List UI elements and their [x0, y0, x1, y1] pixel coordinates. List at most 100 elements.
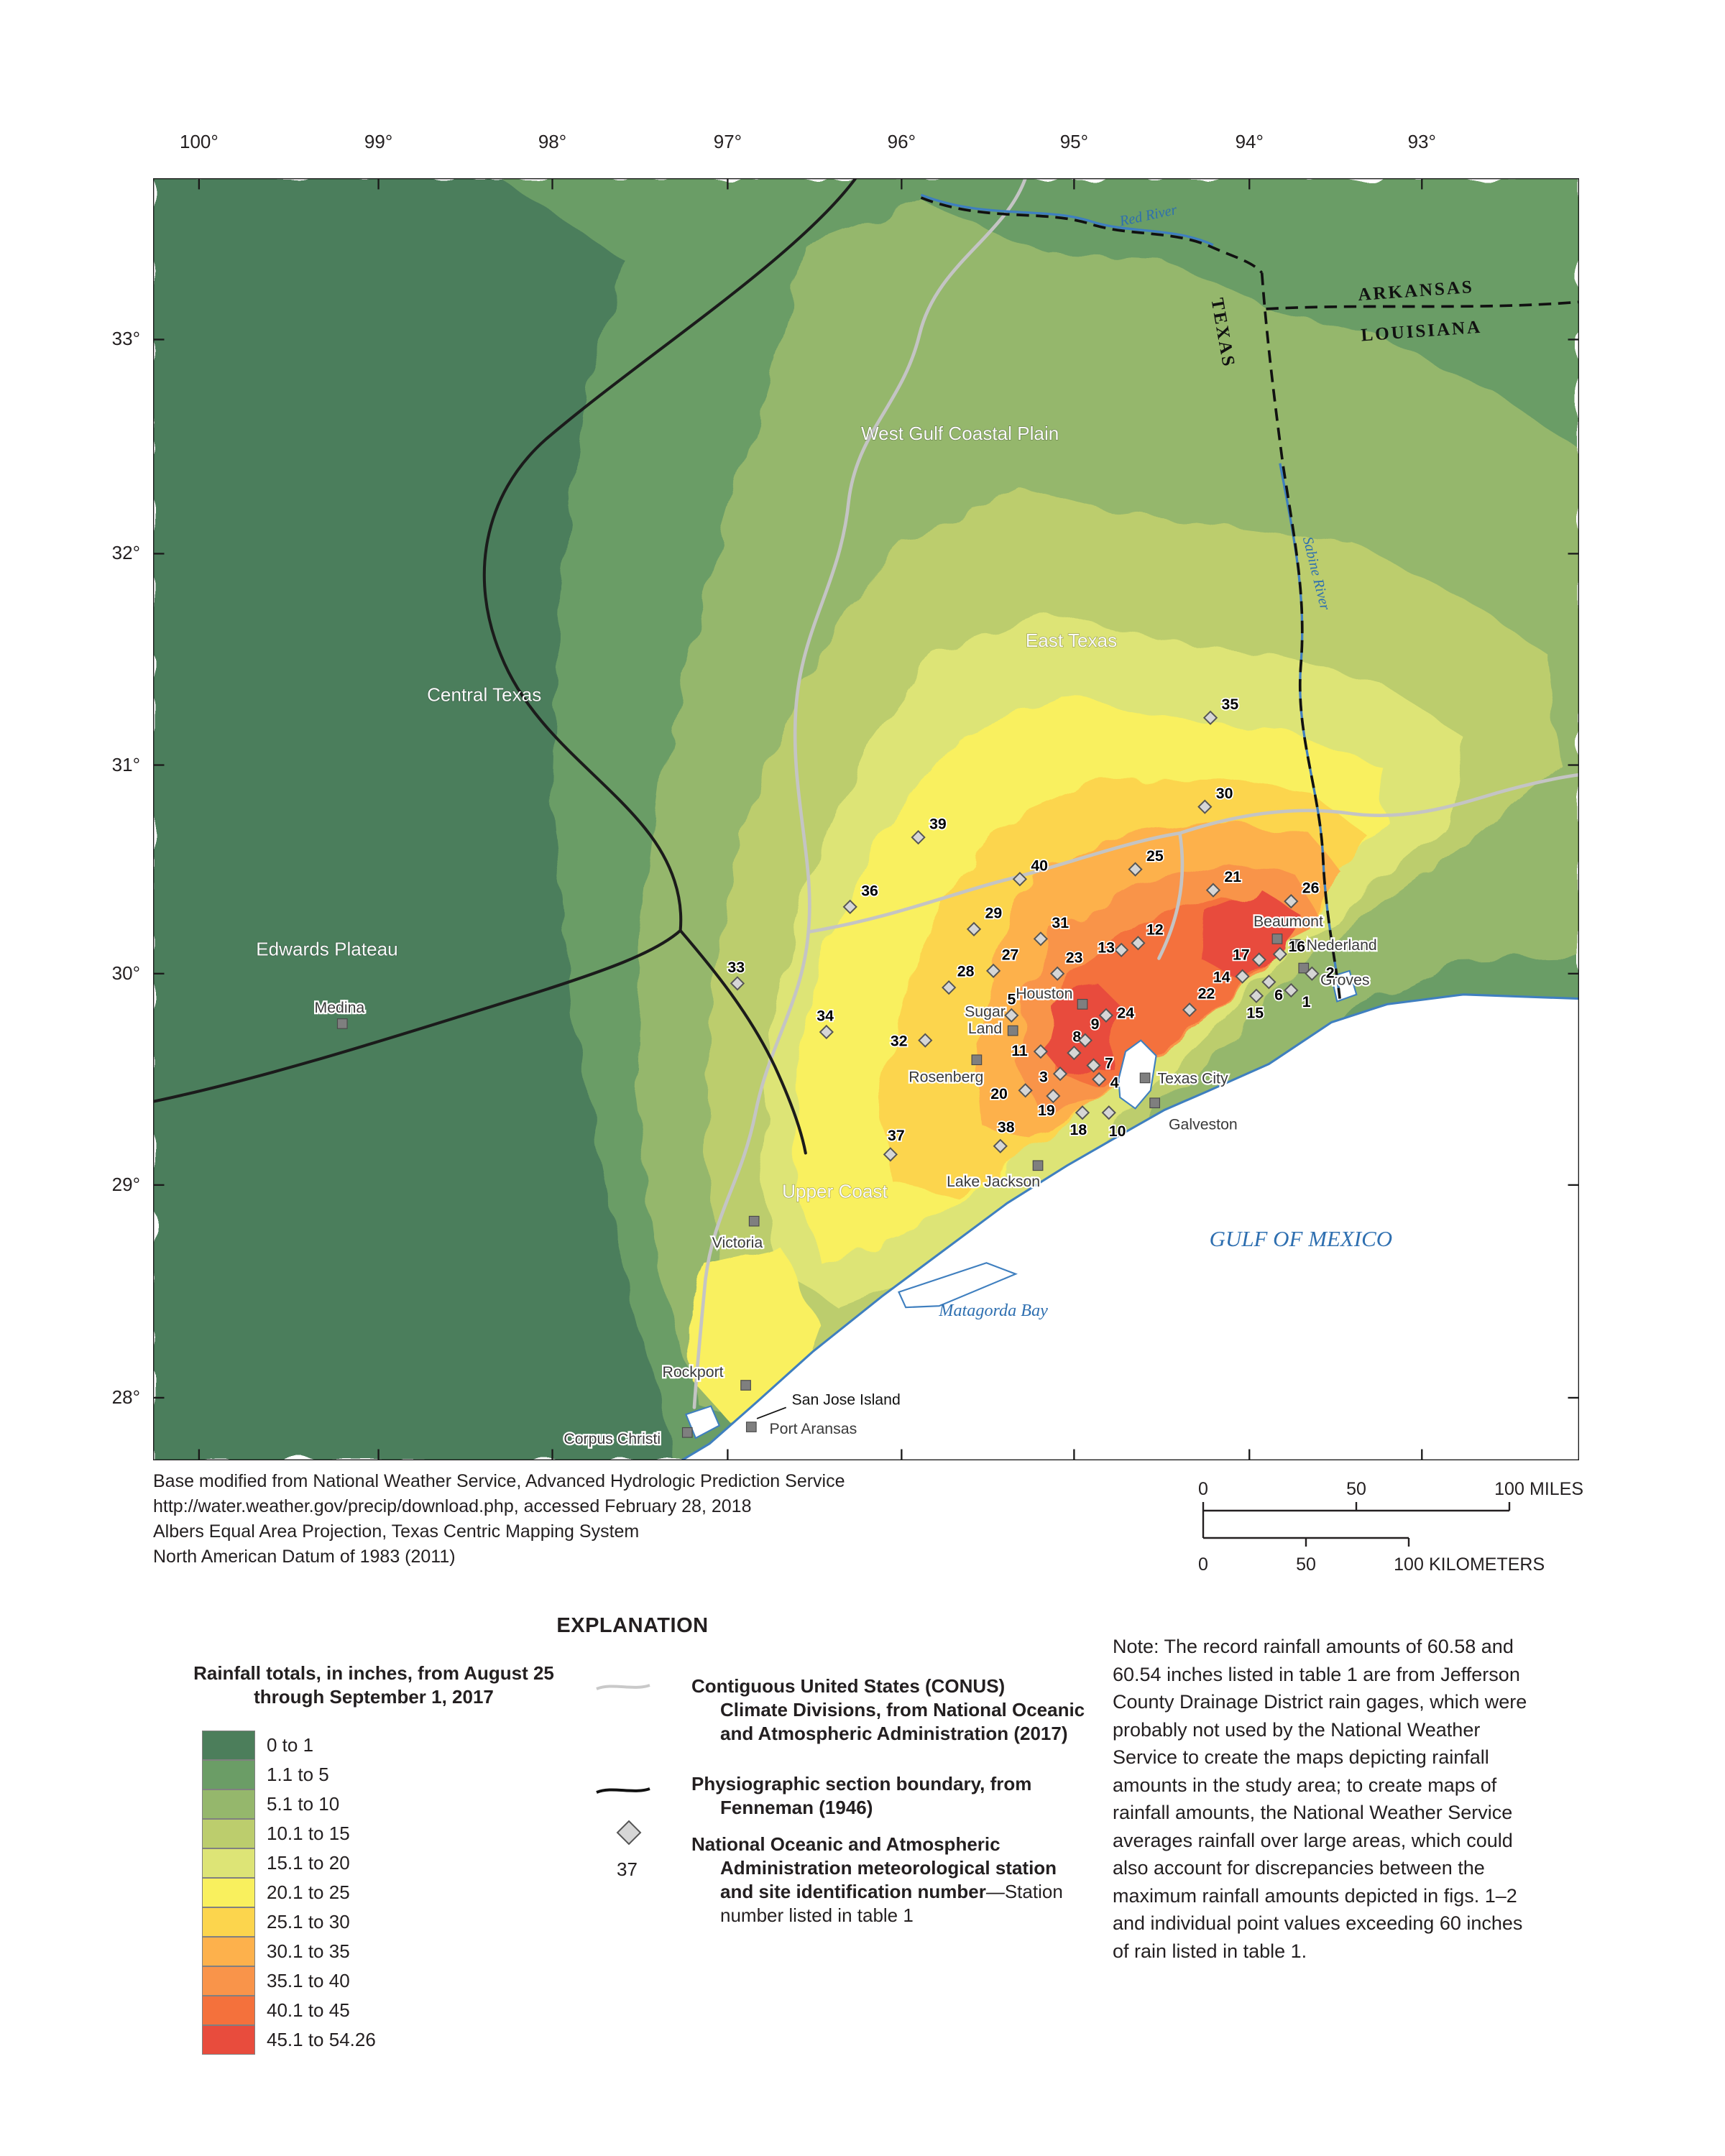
- scale-miles-0: 0: [1198, 1479, 1208, 1499]
- legend-swatch: [202, 1995, 255, 2025]
- galveston-bay: [1118, 1039, 1157, 1110]
- conus-line3: and Atmospheric Administration (2017): [720, 1723, 1068, 1744]
- region-label: East Texas: [1026, 630, 1117, 651]
- station-number: 35: [1222, 696, 1239, 713]
- legend-label: 15.1 to 20: [267, 1852, 350, 1874]
- station-diamond-icon: [1086, 1058, 1101, 1073]
- city-victoria: Victoria: [710, 1215, 765, 1253]
- station-number: 12: [1146, 921, 1164, 939]
- city-rockport: Rockport: [661, 1362, 751, 1391]
- city-square: [1007, 1025, 1018, 1036]
- region-label: Central Texas: [427, 684, 541, 706]
- station-diamond-icon: [883, 1147, 898, 1162]
- station-28: 28: [942, 962, 975, 995]
- station-9: 9: [1077, 1014, 1100, 1048]
- city-label: Nederland: [1307, 936, 1377, 954]
- station-number: 1: [1302, 993, 1311, 1010]
- station-number: 3: [1039, 1069, 1048, 1086]
- city-label: Sugar Land: [965, 1003, 1006, 1037]
- latitude-label: 32°: [111, 542, 140, 564]
- water-body-label: GULF OF MEXICO: [1210, 1226, 1393, 1251]
- legend-item: 30.1 to 35: [202, 1936, 376, 1966]
- station-diamond-icon: [1046, 1088, 1061, 1104]
- station-diamond-icon: [1248, 988, 1264, 1003]
- station-14: 14: [1212, 967, 1250, 987]
- station-diamond-icon: [1202, 710, 1218, 725]
- legend-item: 0 to 1: [202, 1730, 376, 1760]
- station-4: 4: [1092, 1072, 1120, 1092]
- physio-line1: Physiographic section boundary, from: [691, 1773, 1032, 1795]
- legend-item: 45.1 to 54.26: [202, 2024, 376, 2055]
- station-diamond-icon: [1098, 1008, 1114, 1023]
- scale-miles-unit: MILES: [1530, 1479, 1583, 1499]
- city-galveston: Galveston: [1149, 1097, 1239, 1135]
- physio-line2: Fenneman (1946): [720, 1797, 873, 1818]
- longitude-label: 100°: [179, 131, 218, 152]
- matagorda-bay: [898, 1262, 1018, 1309]
- station-diamond-icon: [942, 980, 957, 995]
- station-diamond-icon: [966, 921, 982, 936]
- legend-label: 25.1 to 30: [267, 1911, 350, 1932]
- city-square: [336, 1018, 348, 1029]
- station-diamond-icon: [730, 976, 745, 991]
- base-credit: Base modified from National Weather Serv…: [153, 1469, 845, 1570]
- scale-km-0: 0: [1198, 1554, 1208, 1575]
- station-diamond-icon: [1235, 969, 1250, 984]
- station-number: 33: [727, 959, 745, 976]
- station-number: 15: [1246, 1005, 1264, 1022]
- city-rosenberg: Rosenberg: [907, 1054, 985, 1087]
- station-40: 40: [1012, 856, 1049, 887]
- city-sugar-land: Sugar Land: [963, 1002, 1018, 1038]
- station-diamond-icon: [1251, 952, 1266, 967]
- station-20: 20: [989, 1083, 1033, 1104]
- station-23: 23: [1050, 948, 1084, 981]
- station-13: 13: [1097, 938, 1129, 957]
- station-number: 22: [1198, 985, 1215, 1003]
- station-30: 30: [1197, 783, 1234, 814]
- station-22: 22: [1182, 984, 1216, 1018]
- legend-swatch: [202, 1818, 255, 1848]
- station-10: 10: [1101, 1105, 1127, 1141]
- station-diamond-icon: [1272, 946, 1287, 962]
- city-label: Victoria: [712, 1234, 763, 1251]
- station-diamond-icon: [1131, 936, 1146, 951]
- station-diamond-icon: [1018, 1083, 1033, 1098]
- station-15: 15: [1246, 988, 1265, 1023]
- legend-swatch: [202, 1848, 255, 1878]
- legend-swatch: [202, 1789, 255, 1819]
- station-number: 21: [1224, 868, 1241, 885]
- station-21: 21: [1205, 867, 1243, 898]
- station-diamond-icon: [1205, 883, 1221, 898]
- city-label: Beaumont: [1254, 913, 1323, 930]
- station-18: 18: [1069, 1105, 1090, 1140]
- station-37: 37: [883, 1125, 906, 1162]
- legend-title-line1: Rainfall totals, in inches, from August …: [193, 1662, 554, 1684]
- station-number: 5: [1007, 990, 1016, 1008]
- coastline: [681, 993, 1579, 1460]
- station-diamond-icon: [1305, 966, 1320, 981]
- legend-item: 25.1 to 30: [202, 1907, 376, 1937]
- conus-line1: Contiguous United States (CONUS): [691, 1675, 1006, 1697]
- station-diamond-icon: [1092, 1072, 1107, 1087]
- station-35: 35: [1202, 694, 1240, 725]
- city-square: [1289, 939, 1301, 950]
- legend-title-line2: through September 1, 2017: [254, 1686, 494, 1708]
- city-label: Medina: [314, 999, 364, 1016]
- station-diamond-icon: [1012, 872, 1028, 887]
- city-square: [1139, 1072, 1151, 1084]
- longitude-label: 96°: [887, 131, 916, 152]
- conus-climate-division-lines: [692, 178, 1579, 1409]
- legend-item: 10.1 to 15: [202, 1818, 376, 1848]
- city-groves: Groves: [1298, 962, 1371, 990]
- station-line3: and site identification number—Station: [720, 1881, 1063, 1902]
- station-diamond-icon: [918, 1033, 933, 1048]
- city-label: Galveston: [1169, 1115, 1238, 1133]
- station-diamond-icon: [911, 830, 926, 845]
- station-diamond-icon: [1050, 966, 1065, 981]
- legend-item: 15.1 to 20: [202, 1848, 376, 1878]
- station-number: 38: [998, 1118, 1015, 1135]
- city-square: [1032, 1160, 1044, 1171]
- station-33: 33: [727, 957, 746, 991]
- station-5: 5: [1004, 990, 1019, 1023]
